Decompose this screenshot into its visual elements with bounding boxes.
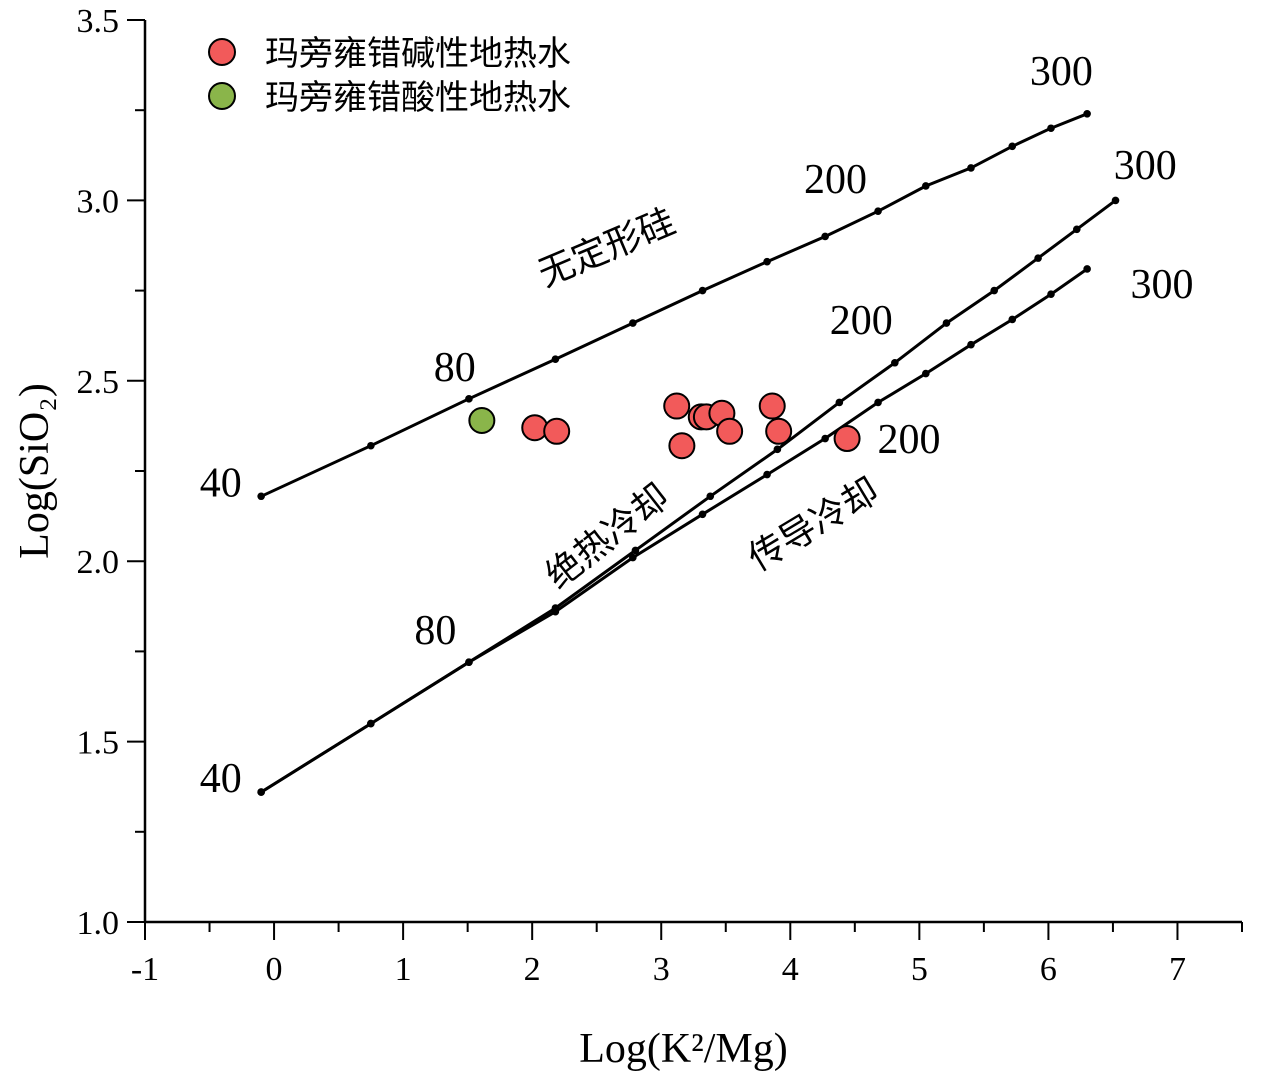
curve-node <box>551 607 560 616</box>
data-points <box>468 392 861 460</box>
curve-node <box>922 182 930 190</box>
curve-node <box>891 358 899 367</box>
data-point <box>468 406 496 434</box>
temperature-label: 80 <box>434 345 476 391</box>
temperature-label: 80 <box>414 608 456 654</box>
curve-node <box>1083 110 1091 118</box>
curve-node <box>1083 265 1091 273</box>
curve-node <box>465 395 473 403</box>
x-axis-title: Log(K²/Mg) <box>579 1026 788 1072</box>
y-tick-label: 3.5 <box>77 3 120 40</box>
curve-node <box>1008 315 1017 324</box>
reference-curves <box>257 110 1120 796</box>
curve-label: 无定形硅 <box>533 201 682 295</box>
curve-node <box>367 441 375 450</box>
data-point <box>668 432 696 460</box>
temperature-label: 40 <box>200 756 242 802</box>
data-point <box>765 417 793 445</box>
curve-node <box>821 232 829 241</box>
curve-node <box>1047 290 1055 299</box>
data-point <box>758 392 786 420</box>
curve-node <box>990 286 999 295</box>
curve-node <box>706 492 715 501</box>
temperature-label: 300 <box>1030 49 1093 95</box>
data-point <box>833 425 861 453</box>
legend-label: 玛旁雍错碱性地热水 <box>265 34 571 74</box>
curve-line <box>260 112 1088 498</box>
curve-node <box>874 398 882 407</box>
temperature-label: 200 <box>804 157 867 203</box>
temperature-label: 300 <box>1130 262 1193 308</box>
curve-node <box>1111 196 1120 205</box>
x-tick-label: 1 <box>395 951 412 988</box>
x-tick-label: 3 <box>653 951 670 988</box>
data-point <box>543 417 571 445</box>
x-tick-label: 5 <box>911 951 928 988</box>
x-tick-label: 2 <box>524 951 541 988</box>
curve-line <box>260 199 1117 794</box>
curve-node <box>465 658 473 667</box>
curve-node <box>967 340 975 349</box>
curve-node <box>922 369 930 378</box>
curve-node <box>942 319 951 327</box>
temperature-label: 200 <box>830 298 893 344</box>
curve-node <box>551 355 560 363</box>
x-tick-label: 0 <box>266 951 283 988</box>
legend-label: 玛旁雍错酸性地热水 <box>265 78 571 118</box>
data-point <box>716 417 744 445</box>
legend-marker <box>208 82 236 110</box>
temperature-label: 300 <box>1114 143 1177 189</box>
curve-node <box>773 445 782 454</box>
curve-node <box>257 492 265 501</box>
data-point <box>663 392 691 420</box>
curve-node <box>257 788 265 796</box>
curve-node <box>631 546 640 555</box>
y-tick-label: 1.5 <box>77 725 120 762</box>
x-tick-label: 6 <box>1040 951 1057 988</box>
curve-node <box>1073 225 1081 234</box>
data-point <box>521 414 549 442</box>
curve-node <box>1034 254 1042 262</box>
curve-node <box>821 434 829 443</box>
x-tick-label: -1 <box>131 951 159 988</box>
x-tick-label: 4 <box>782 951 799 988</box>
axes: -1 0 1 2 3 4 5 6 7 1.0 1.5 2.0 2.5 3.0 3.5 Log(K²/Mg) Lo… <box>12 3 1243 1072</box>
curve-node <box>1008 142 1017 151</box>
curve-node <box>874 207 882 216</box>
curve-node <box>967 164 975 172</box>
x-tick-label: 7 <box>1169 951 1186 988</box>
temperature-label: 200 <box>878 417 941 463</box>
y-axis-title: Log(SiO₂) <box>12 383 58 559</box>
legend-marker <box>208 38 236 66</box>
curve-node <box>763 257 771 266</box>
curve-node <box>629 319 637 327</box>
curve-node <box>629 553 637 562</box>
curve-node <box>698 286 707 295</box>
y-tick-label: 3.0 <box>77 183 120 220</box>
curve-node <box>698 510 707 519</box>
curve-node <box>1047 124 1055 133</box>
curve-node <box>835 398 844 407</box>
temperature-label: 40 <box>200 460 242 506</box>
y-tick-label: 2.0 <box>77 544 120 581</box>
curve-node <box>763 470 771 479</box>
curve-line <box>260 267 1088 794</box>
y-tick-label: 2.5 <box>77 364 120 401</box>
y-tick-label: 1.0 <box>77 905 120 942</box>
curve-node <box>367 719 375 728</box>
curve-label: 传导冷却 <box>742 470 887 579</box>
